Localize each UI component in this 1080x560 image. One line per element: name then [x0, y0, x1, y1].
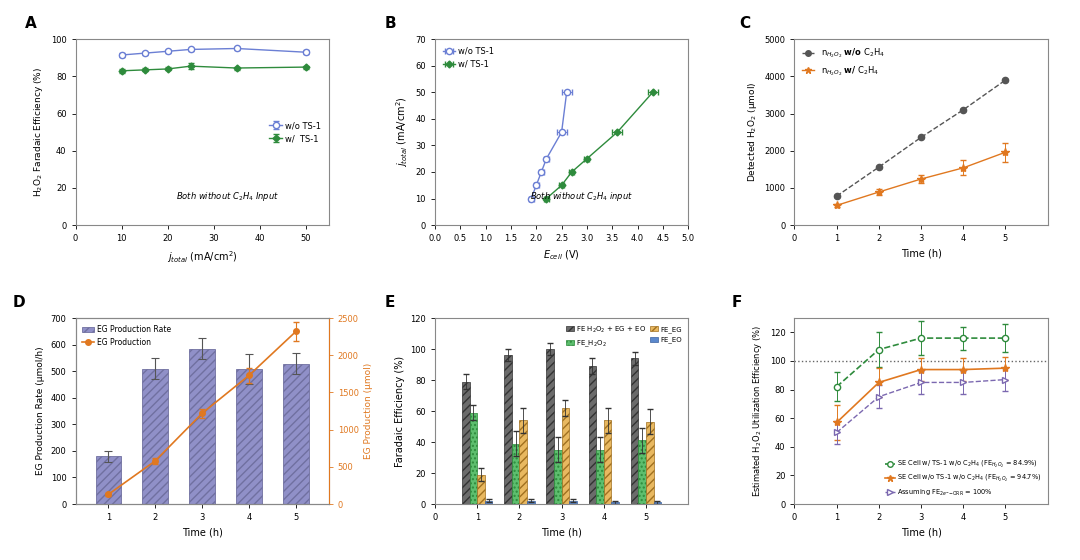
Bar	[462, 381, 470, 504]
Legend: w/o TS-1, w/  TS-1: w/o TS-1, w/ TS-1	[266, 118, 325, 147]
Bar	[527, 501, 535, 504]
Legend: FE H$_2$O$_2$ + EG + EO, FE_H$_2$O$_2$, FE_EG, FE_EO: FE H$_2$O$_2$ + EG + EO, FE_H$_2$O$_2$, …	[563, 321, 685, 351]
Text: A: A	[25, 16, 37, 31]
Legend: w/o TS-1, w/ TS-1: w/o TS-1, w/ TS-1	[440, 43, 498, 72]
X-axis label: Time (h): Time (h)	[901, 249, 942, 259]
Bar	[638, 441, 646, 504]
Y-axis label: EG Production (μmol): EG Production (μmol)	[364, 363, 374, 459]
X-axis label: $j_{total}$ (mA/cm$^2$): $j_{total}$ (mA/cm$^2$)	[167, 249, 238, 264]
X-axis label: Time (h): Time (h)	[901, 528, 942, 538]
Y-axis label: H$_2$O$_2$ Faradaic Efficiency (%): H$_2$O$_2$ Faradaic Efficiency (%)	[32, 67, 45, 197]
Bar	[504, 355, 512, 504]
Bar	[477, 474, 485, 504]
Bar	[470, 413, 477, 504]
Text: C: C	[739, 16, 750, 31]
Bar	[237, 369, 262, 504]
Legend: SE Cell w/ TS-1 w/o C$_2$H$_4$ (FE$_{H_2O_2}$ = 84.9%), SE Cell w/o TS-1 w/o C$_: SE Cell w/ TS-1 w/o C$_2$H$_4$ (FE$_{H_2…	[882, 456, 1044, 501]
Bar	[283, 364, 309, 504]
Bar	[611, 502, 619, 504]
Bar	[646, 422, 653, 504]
Text: E: E	[384, 295, 395, 310]
Bar	[189, 349, 215, 504]
Text: F: F	[731, 295, 742, 310]
X-axis label: Time (h): Time (h)	[541, 528, 582, 538]
Bar	[596, 450, 604, 504]
Bar	[653, 502, 661, 504]
Text: B: B	[384, 16, 396, 31]
Bar	[631, 358, 638, 504]
X-axis label: $E_{cell}$ (V): $E_{cell}$ (V)	[543, 249, 580, 262]
Legend: EG Production Rate, EG Production: EG Production Rate, EG Production	[80, 322, 174, 350]
Y-axis label: Detected H$_2$O$_2$ (μmol): Detected H$_2$O$_2$ (μmol)	[746, 82, 759, 183]
Bar	[569, 501, 577, 504]
Bar	[512, 444, 519, 504]
Bar	[519, 421, 527, 504]
Legend: n$_{H_2O_2}$ $\bf{w/o}$ C$_2$H$_4$, n$_{H_2O_2}$ $\bf{w/}$ C$_2$H$_4$: n$_{H_2O_2}$ $\bf{w/o}$ C$_2$H$_4$, n$_{…	[798, 43, 889, 81]
Y-axis label: $j_{total}$ (mA/cm$^2$): $j_{total}$ (mA/cm$^2$)	[394, 97, 409, 167]
Bar	[604, 421, 611, 504]
Bar	[485, 501, 492, 504]
Y-axis label: EG Production Rate (μmol/h): EG Production Rate (μmol/h)	[36, 347, 45, 475]
Bar	[95, 456, 121, 504]
Bar	[554, 450, 562, 504]
Text: Both without C$_2$H$_4$ Input: Both without C$_2$H$_4$ Input	[176, 190, 279, 203]
Text: D: D	[12, 295, 25, 310]
Bar	[546, 349, 554, 504]
Text: Both without C$_2$H$_4$ input: Both without C$_2$H$_4$ input	[530, 190, 633, 203]
Y-axis label: Faradaic Efficiency (%): Faradaic Efficiency (%)	[394, 356, 405, 466]
Bar	[143, 368, 168, 504]
Bar	[589, 366, 596, 504]
X-axis label: Time (h): Time (h)	[181, 528, 222, 538]
Bar	[562, 408, 569, 504]
Y-axis label: Estimated H$_2$O$_2$ Utilization Efficiency (%): Estimated H$_2$O$_2$ Utilization Efficie…	[752, 325, 765, 497]
